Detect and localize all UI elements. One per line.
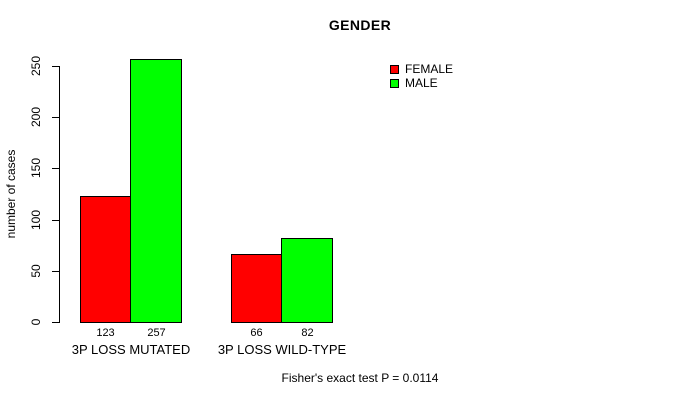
legend-item-female: FEMALE xyxy=(390,62,454,76)
statistical-test-annotation: Fisher's exact test P = 0.0114 xyxy=(281,371,439,385)
legend-swatch-female xyxy=(390,64,399,74)
legend: FEMALE MALE xyxy=(390,62,454,90)
y-tick xyxy=(52,66,59,67)
y-tick-label: 200 xyxy=(29,107,43,128)
bar-male-group2 xyxy=(281,238,333,323)
y-tick-label: 250 xyxy=(29,55,43,77)
y-tick-label: 150 xyxy=(29,158,43,179)
category-label: 3P LOSS WILD-TYPE xyxy=(217,342,347,357)
bar-male-group1 xyxy=(130,58,182,323)
y-tick-label: 0 xyxy=(29,318,43,326)
bar-value-label: 257 xyxy=(147,327,166,339)
y-tick xyxy=(52,117,59,119)
y-tick-label: 50 xyxy=(29,264,43,278)
y-tick xyxy=(52,219,59,221)
legend-swatch-male xyxy=(390,78,399,88)
legend-label: MALE xyxy=(405,76,438,90)
category-label: 3P LOSS MUTATED xyxy=(71,342,191,357)
chart-title: GENDER xyxy=(328,17,392,33)
bar-female-group1 xyxy=(80,196,131,323)
y-tick-label: 100 xyxy=(29,209,43,230)
y-tick xyxy=(52,270,59,272)
y-axis-line xyxy=(59,66,60,323)
y-axis-label: number of cases xyxy=(4,149,18,239)
bar-value-label: 82 xyxy=(301,327,314,339)
y-tick xyxy=(52,322,59,323)
legend-item-male: MALE xyxy=(390,76,453,90)
y-tick xyxy=(52,168,59,170)
bar-female-group2 xyxy=(231,254,282,323)
legend-label: FEMALE xyxy=(405,62,454,76)
bar-value-label: 66 xyxy=(250,327,263,339)
bar-value-label: 123 xyxy=(96,327,115,339)
